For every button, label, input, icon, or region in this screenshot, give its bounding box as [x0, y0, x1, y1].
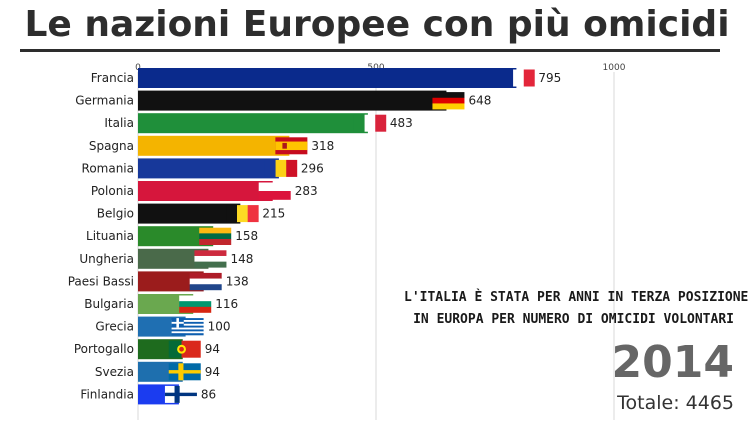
bar-chart: 05001000Francia795Germania648Italia483Sp… — [68, 63, 626, 420]
flag-stripe — [199, 233, 232, 240]
flag-stripe — [181, 340, 201, 358]
category-label: Lituania — [86, 229, 134, 243]
flag-stripe — [194, 255, 227, 262]
value-label: 318 — [311, 139, 334, 153]
flag-stripe — [171, 319, 204, 323]
category-label: Svezia — [95, 365, 134, 379]
flag-stripe — [237, 205, 248, 223]
category-label: Francia — [91, 71, 134, 85]
flag-cross — [171, 321, 184, 324]
category-label: Germania — [75, 94, 134, 108]
bar — [138, 271, 204, 292]
flag-stripe — [264, 159, 276, 177]
flag-stripe — [171, 318, 204, 321]
value-label: 215 — [262, 207, 285, 221]
flag-stripe — [258, 182, 291, 192]
value-label: 296 — [301, 161, 324, 175]
flag-stripe — [171, 331, 204, 334]
flag-stripe — [432, 103, 465, 110]
flag-stripe — [171, 323, 204, 326]
flag-stripe — [194, 261, 227, 268]
bar — [138, 135, 290, 156]
flag-stripe — [199, 227, 232, 234]
bar — [138, 158, 279, 179]
value-label: 100 — [208, 320, 231, 334]
flag-stripe — [189, 284, 222, 291]
flag-stripe — [364, 114, 376, 132]
flag-stripe — [171, 329, 204, 332]
value-label: 283 — [295, 184, 318, 198]
flag-stripe — [194, 250, 227, 257]
value-label: 138 — [226, 274, 249, 288]
flag-cross — [164, 392, 197, 397]
flag-stripe — [171, 325, 204, 328]
category-label: Belgio — [97, 207, 134, 221]
flag-stripe — [286, 159, 298, 177]
flag-stripe — [375, 114, 387, 132]
flag-stripe — [199, 239, 232, 245]
category-label: Spagna — [89, 139, 134, 153]
value-label: 648 — [468, 94, 491, 108]
flag-stripe — [179, 295, 212, 302]
annotation-text: L'Italia è stata per anni in terza posiz… — [404, 287, 749, 331]
value-label: 86 — [201, 387, 216, 401]
flag-stripe — [275, 159, 287, 177]
category-label: Ungheria — [79, 252, 134, 266]
flag-stripe — [432, 97, 465, 104]
bar — [138, 181, 273, 201]
value-label: 483 — [390, 116, 413, 130]
category-label: Polonia — [91, 184, 134, 198]
category-label: Bulgaria — [84, 297, 134, 311]
total-label: Totale: 4465 — [617, 392, 734, 414]
title-underline — [20, 49, 720, 52]
flag-emblem — [179, 346, 184, 352]
flag-stripe — [179, 301, 212, 308]
flag-stripe — [258, 191, 291, 200]
value-label: 148 — [230, 252, 253, 266]
flag-stripe — [189, 278, 222, 285]
annotation-line-1: L'Italia è stata per anni in terza posiz… — [404, 290, 749, 305]
category-label: Romania — [82, 161, 134, 175]
flag-stripe — [275, 141, 308, 151]
flag-stripe — [226, 205, 238, 223]
flag-stripe — [247, 205, 259, 223]
bar — [138, 90, 447, 111]
x-tick-label: 1000 — [603, 63, 626, 73]
flag-stripe — [502, 69, 514, 87]
value-label: 116 — [215, 297, 238, 311]
flag-stripe — [432, 92, 465, 99]
category-label: Italia — [104, 116, 134, 130]
value-label: 94 — [205, 365, 220, 379]
flag-stripe — [353, 114, 365, 132]
flag-stripe — [171, 321, 204, 324]
value-label: 94 — [205, 342, 220, 356]
flag-stripe — [168, 340, 182, 358]
category-label: Paesi Bassi — [68, 274, 134, 288]
value-label: 158 — [235, 229, 258, 243]
annotation-line-2: in Europa per numero di omicidi volontar… — [413, 312, 734, 327]
flag-stripe — [523, 69, 535, 87]
flag-stripe — [171, 333, 204, 336]
year-label: 2014 — [611, 337, 734, 388]
bar — [138, 68, 517, 88]
value-label: 795 — [538, 71, 561, 85]
flag-emblem — [282, 142, 287, 149]
category-label: Portogallo — [74, 342, 134, 356]
category-label: Grecia — [95, 320, 134, 334]
bar — [138, 203, 241, 224]
flag-stripe — [189, 272, 222, 279]
category-label: Finlandia — [80, 387, 134, 401]
flag-stripe — [513, 69, 525, 87]
flag-stripe — [171, 327, 204, 330]
flag-cross — [168, 370, 201, 374]
flag-stripe — [179, 306, 212, 313]
bar — [138, 248, 209, 269]
bar — [138, 113, 368, 134]
chart-title: Le nazioni Europee con più omicidi — [24, 4, 730, 45]
bar — [138, 226, 214, 247]
